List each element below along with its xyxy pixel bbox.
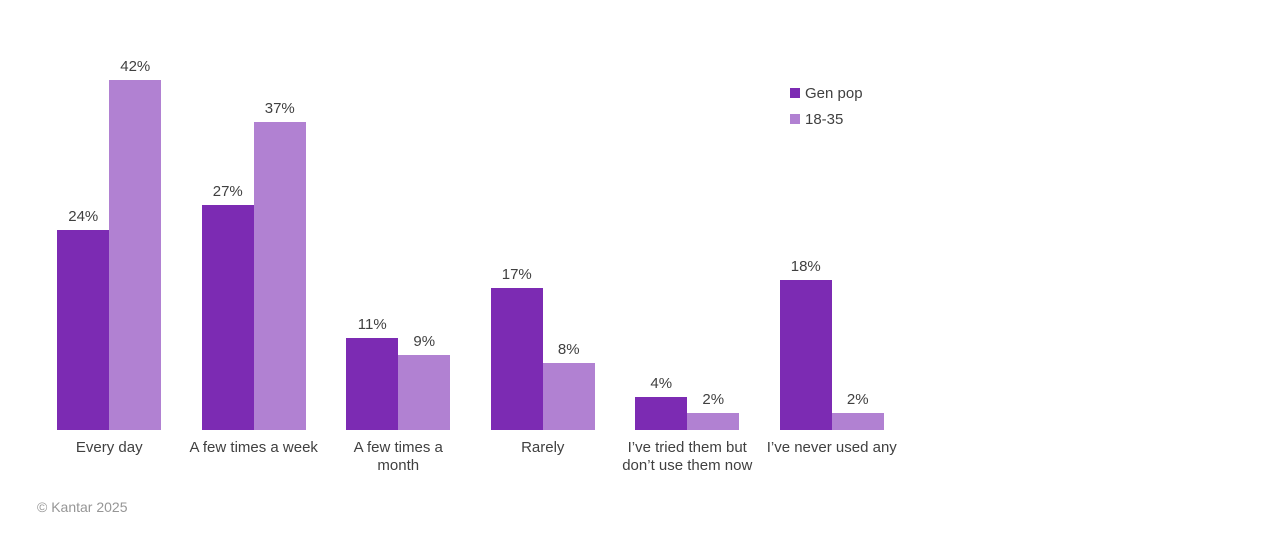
bar-gen-pop (201, 205, 254, 430)
bar-group: 17% 8% Rarely (471, 0, 616, 456)
copyright-text: © Kantar 2025 (37, 499, 128, 515)
bar-group: 24% 42% Every day (37, 0, 182, 456)
bar-column-gen-pop: 17% (490, 265, 543, 430)
bar-value-label: 9% (413, 333, 436, 350)
bar-value-label: 2% (846, 391, 869, 409)
bar-gen-pop (346, 338, 399, 430)
bar-column-18-35: 37% (253, 99, 306, 430)
bar-18-35 (687, 413, 740, 430)
bar-gen-pop (57, 230, 110, 430)
bar-gen-pop (635, 396, 688, 430)
bar-value-label: 8% (557, 341, 580, 359)
bar-column-18-35: 42% (109, 57, 162, 430)
bar-18-35 (253, 121, 306, 430)
category-label: Every day (75, 439, 143, 456)
bar-column-gen-pop: 11% (346, 315, 399, 430)
bar-column-gen-pop: 4% (635, 374, 688, 430)
bar-value-label: 27% (212, 183, 243, 200)
legend-item-gen-pop: Gen pop (790, 84, 863, 102)
bar-group: 11% 9% A few times a month (326, 0, 471, 474)
bar-value-label: 37% (264, 99, 295, 117)
category-label: Rarely (521, 439, 565, 456)
bar-group: 27% 37% A few times a week (182, 0, 327, 456)
bar-18-35 (831, 413, 884, 430)
bar-value-label: 2% (702, 391, 725, 409)
bar-column-18-35: 2% (831, 390, 884, 430)
bar-column-18-35: 8% (542, 340, 595, 430)
category-label: I’ve tried them but don’t use them now (622, 439, 753, 474)
bar-18-35 (398, 355, 451, 430)
bar-18-35 (542, 363, 595, 430)
category-label: A few times a month (353, 439, 443, 474)
legend-label: 18-35 (805, 110, 844, 128)
category-label: I’ve never used any (766, 439, 897, 456)
bar-18-35 (109, 80, 162, 430)
bar-column-18-35: 2% (687, 390, 740, 430)
bar-group: 4% 2% I’ve tried them but don’t use them n… (615, 0, 760, 474)
legend-swatch-icon (790, 114, 800, 124)
bar-group: 18% 2% I’ve never used any (760, 0, 905, 456)
legend: Gen pop 18-35 (790, 85, 863, 137)
category-label: A few times a week (189, 439, 318, 456)
bar-column-18-35: 9% (398, 332, 451, 430)
bar-gen-pop (779, 280, 832, 430)
bar-column-gen-pop: 24% (57, 207, 110, 430)
bar-value-label: 11% (357, 316, 387, 334)
bar-value-label: 17% (501, 266, 532, 284)
bar-gen-pop (490, 288, 543, 430)
legend-label: Gen pop (805, 84, 863, 102)
bar-value-label: 4% (650, 374, 673, 392)
bar-column-gen-pop: 27% (201, 182, 254, 430)
plot-area: 24% 42% Every day 27% 37% A few times a week 1… (37, 0, 905, 474)
bar-value-label: 42% (120, 58, 151, 75)
legend-item-18-35: 18-35 (790, 110, 863, 128)
bar-column-gen-pop: 18% (779, 257, 832, 430)
bar-value-label: 18% (790, 258, 821, 275)
bar-value-label: 24% (68, 208, 99, 225)
legend-swatch-icon (790, 88, 800, 98)
